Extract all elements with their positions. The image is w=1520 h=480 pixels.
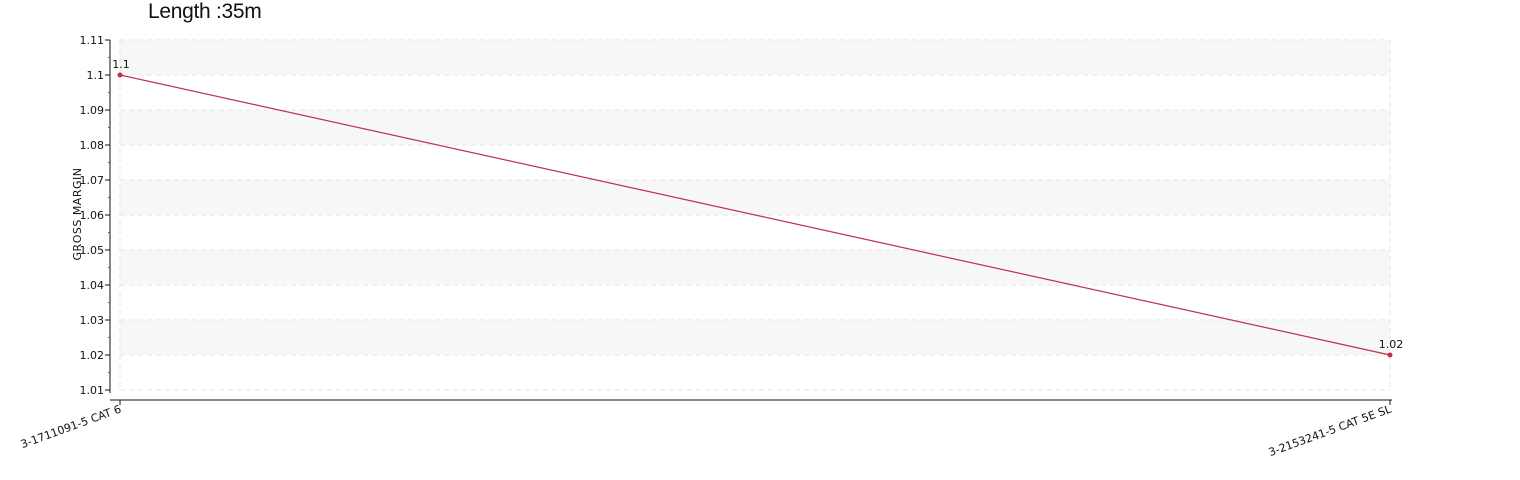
series-line [119, 74, 1391, 356]
data-label: 1.1 [112, 58, 130, 71]
x-tick-label: 3-1711091-5 CAT 6 [19, 403, 123, 451]
grid-band [120, 250, 1390, 285]
y-tick-label: 1.04 [80, 279, 105, 292]
y-axis-label: GROSS MARGIN [71, 168, 84, 261]
grid-band [120, 320, 1390, 355]
chart-title: Length :35m [148, 0, 262, 23]
y-tick-label: 1.11 [80, 34, 105, 47]
grid-band [120, 110, 1390, 145]
y-tick-label: 1.07 [80, 174, 105, 187]
data-point [117, 72, 123, 78]
y-tick-label: 1.05 [80, 244, 105, 257]
data-label: 1.02 [1379, 338, 1404, 351]
grid-band [120, 180, 1390, 215]
y-tick-label: 1.01 [80, 384, 105, 397]
background-bands [120, 40, 1390, 355]
series-group: 1.1 1.02 [112, 58, 1403, 358]
y-tick-label: 1.06 [80, 209, 105, 222]
y-tick-label: 1.02 [80, 349, 105, 362]
grid-band [120, 40, 1390, 75]
y-axis-ticks: 1.011.021.031.041.051.061.071.081.091.11… [80, 34, 110, 397]
y-tick-label: 1.03 [80, 314, 105, 327]
y-tick-label: 1.08 [80, 139, 105, 152]
x-axis-ticks: 3-1711091-5 CAT 6 3-2153241-5 CAT 5E SL [19, 400, 1394, 459]
axes [109, 40, 1392, 401]
y-tick-label: 1.1 [87, 69, 105, 82]
y-tick-label: 1.09 [80, 104, 105, 117]
data-point [1387, 352, 1393, 358]
x-tick-label: 3-2153241-5 CAT 5E SL [1267, 402, 1394, 459]
